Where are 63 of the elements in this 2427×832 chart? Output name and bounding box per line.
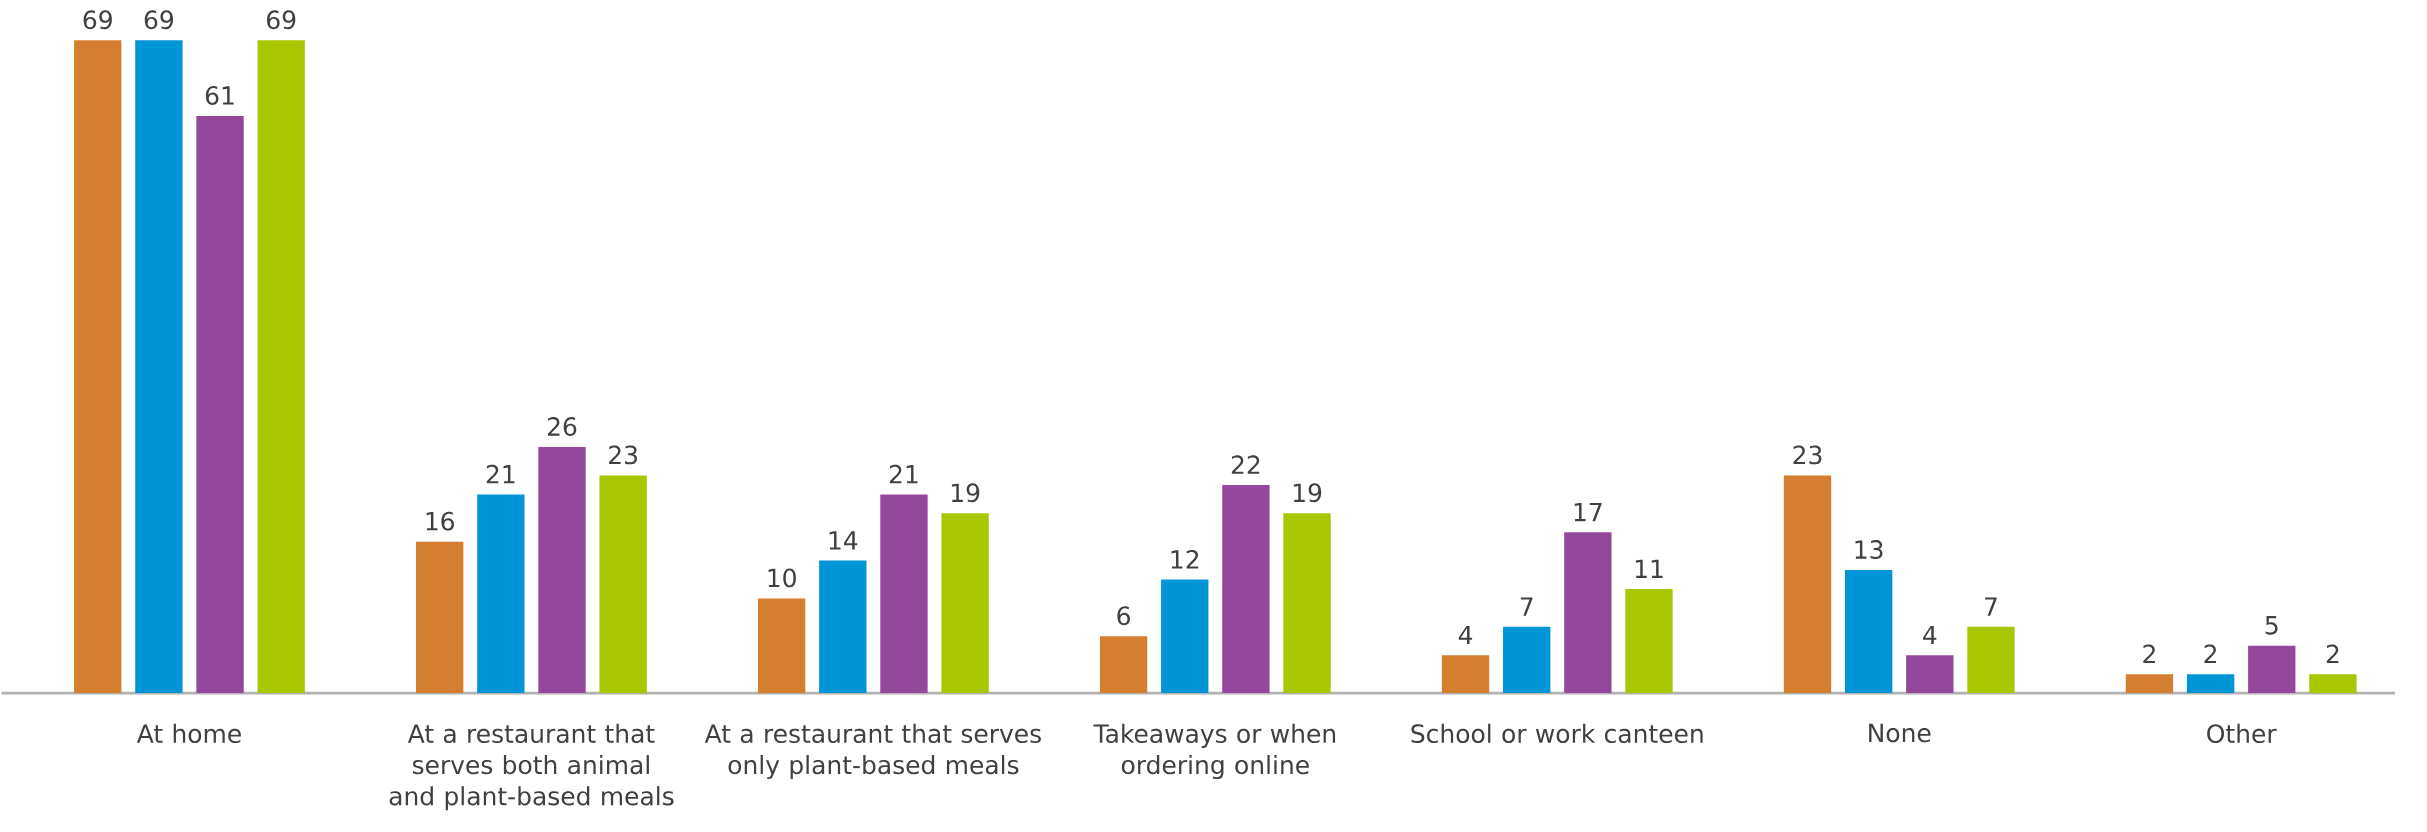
x-tick-label: Takeaways or when ordering online: [1093, 723, 1336, 780]
x-tick-label: At a restaurant that serves only plant-based meals: [704, 723, 1041, 780]
data-label: 69: [83, 10, 112, 30]
data-label: 26: [547, 417, 577, 436]
bar: [1967, 626, 2015, 693]
data-label: 13: [1855, 540, 1883, 559]
bar: [1906, 655, 1954, 693]
data-label: 5: [2265, 616, 2278, 635]
bar: [1503, 626, 1551, 693]
data-label: 10: [768, 568, 796, 588]
bar: [416, 541, 464, 693]
data-label: 14: [829, 531, 858, 550]
bar: [1564, 532, 1612, 693]
bar: [1222, 484, 1270, 693]
bar: [477, 494, 525, 693]
data-label: 22: [1231, 455, 1260, 474]
data-label: 17: [1574, 502, 1602, 522]
bar: [74, 40, 122, 693]
x-tick-label: School or work canteen: [1411, 723, 1703, 744]
data-label: 69: [144, 10, 174, 30]
bar: [1844, 570, 1893, 693]
bar: [819, 560, 867, 693]
data-label: 19: [1293, 483, 1322, 503]
bar: [757, 598, 806, 693]
data-label: 2: [2143, 644, 2155, 663]
data-label: 4: [1923, 625, 1937, 645]
data-label: 19: [951, 483, 980, 503]
data-label: 12: [1171, 549, 1199, 569]
data-label: 2: [2204, 644, 2217, 663]
x-tick-label: None: [1869, 723, 1931, 743]
data-label: 6: [1117, 606, 1130, 626]
data-label: 7: [1520, 597, 1533, 616]
data-label: 69: [267, 10, 296, 30]
bar: [2309, 674, 2357, 693]
bar: [2248, 645, 2296, 693]
bar: [196, 115, 244, 693]
x-tick-label: Other: [2207, 723, 2277, 744]
bar: [135, 40, 183, 693]
bar: [941, 513, 989, 693]
bar: [1783, 475, 1832, 693]
data-label: 11: [1635, 559, 1663, 578]
data-label: 23: [609, 445, 637, 465]
data-label: 16: [426, 511, 454, 531]
bar: [2125, 674, 2174, 693]
bar: [1283, 513, 1331, 693]
data-label: 23: [1793, 445, 1822, 465]
bar: [1625, 588, 1673, 693]
x-tick-label: At home: [136, 723, 241, 744]
bar: [538, 447, 586, 693]
bar: [1161, 579, 1209, 693]
bar: [880, 494, 928, 693]
data-label: 2: [2326, 644, 2339, 663]
bar: [599, 475, 647, 693]
data-label: 21: [889, 464, 918, 484]
bar: [2186, 674, 2235, 693]
bar: [1441, 655, 1490, 693]
data-label: 4: [1458, 625, 1473, 645]
data-label: 61: [205, 86, 234, 105]
data-label: 7: [1985, 597, 1997, 616]
bar: [257, 40, 305, 693]
bar: [1099, 636, 1148, 693]
x-tick-label: At a restaurant that serves both animal and plant-based meals: [389, 723, 674, 811]
data-label: 21: [486, 464, 515, 484]
